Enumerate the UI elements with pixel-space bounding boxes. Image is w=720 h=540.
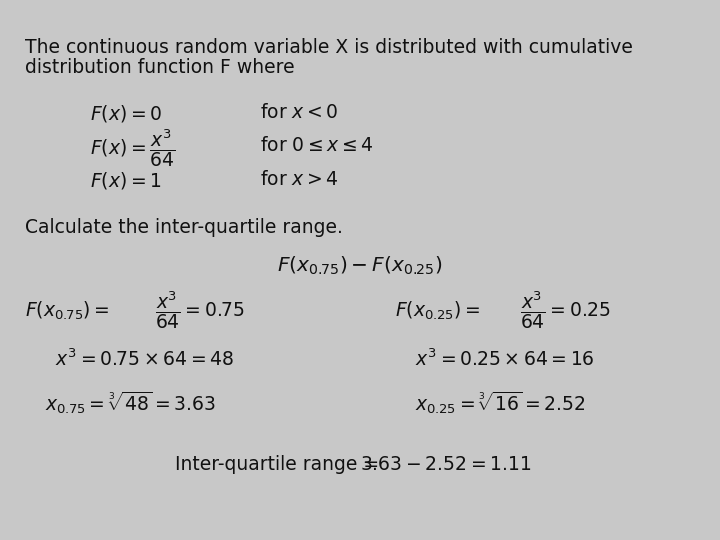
Text: $3.63 - 2.52 = 1.11$: $3.63 - 2.52 = 1.11$ <box>360 455 531 474</box>
Text: Calculate the inter-quartile range.: Calculate the inter-quartile range. <box>25 218 343 237</box>
Text: $\dfrac{x^3}{64} = 0.75$: $\dfrac{x^3}{64} = 0.75$ <box>155 290 245 332</box>
Text: $x_{0.25} = \sqrt[3]{16} = 2.52$: $x_{0.25} = \sqrt[3]{16} = 2.52$ <box>415 390 585 416</box>
Text: $\dfrac{x^3}{64} = 0.25$: $\dfrac{x^3}{64} = 0.25$ <box>520 290 611 332</box>
Text: $F(x) = 0$: $F(x) = 0$ <box>90 103 162 124</box>
Text: $F(x) = 1$: $F(x) = 1$ <box>90 170 162 191</box>
Text: for $0 \leq x \leq 4$: for $0 \leq x \leq 4$ <box>260 136 374 155</box>
Text: $F(x_{0.75}) - F(x_{0.25})$: $F(x_{0.75}) - F(x_{0.25})$ <box>277 255 443 278</box>
Text: $x^3 = 0.75 \times 64 = 48$: $x^3 = 0.75 \times 64 = 48$ <box>55 348 234 369</box>
Text: Inter-quartile range =: Inter-quartile range = <box>175 455 379 474</box>
Text: $x^3 = 0.25 \times 64 = 16$: $x^3 = 0.25 \times 64 = 16$ <box>415 348 595 369</box>
Text: $F(x) = \dfrac{x^3}{64}$: $F(x) = \dfrac{x^3}{64}$ <box>90 128 176 170</box>
Text: $F(x_{0.25}) = $: $F(x_{0.25}) = $ <box>395 300 480 322</box>
Text: $F(x_{0.75}) = $: $F(x_{0.75}) = $ <box>25 300 109 322</box>
Text: distribution function F where: distribution function F where <box>25 58 294 77</box>
Text: $x_{0.75} = \sqrt[3]{48} = 3.63$: $x_{0.75} = \sqrt[3]{48} = 3.63$ <box>45 390 216 416</box>
Text: for $x < 0$: for $x < 0$ <box>260 103 338 122</box>
Text: for $x > 4$: for $x > 4$ <box>260 170 339 189</box>
Text: The continuous random variable X is distributed with cumulative: The continuous random variable X is dist… <box>25 38 633 57</box>
